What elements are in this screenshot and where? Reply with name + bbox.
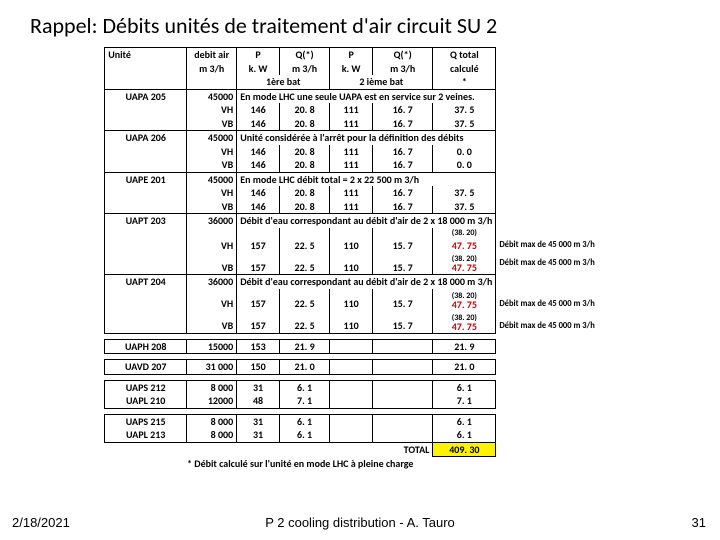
col-p1: P xyxy=(237,48,280,62)
table-row: VB 146 20. 8 111 16. 7 37. 5 xyxy=(105,117,616,131)
table-row: VH 146 20. 8 111 16. 7 37. 5 xyxy=(105,186,616,200)
table-row: UAPA 205 45000 En mode LHC une seule UAP… xyxy=(105,89,616,103)
slide-number: 31 xyxy=(692,515,706,530)
col-debit: debit air xyxy=(187,48,237,62)
col-p2: P xyxy=(330,48,373,62)
table-row: VH 157 22. 5 110 15. 7 (38. 20) 47. 75 D… xyxy=(105,289,616,311)
table-row: UAPS 212 8 000 31 6. 1 6. 1 xyxy=(105,380,616,394)
table-row: UAVD 207 31 000 150 21. 0 21. 0 xyxy=(105,360,616,375)
table-row: UAPL 213 8 000 31 6. 1 6. 1 xyxy=(105,428,616,442)
table-row: VH 157 22. 5 110 15. 7 (38. 20) Débit ma… xyxy=(105,228,616,239)
table-row: UAPT 203 36000 Débit d'eau correspondant… xyxy=(105,214,616,228)
table-row: UAPS 215 8 000 31 6. 1 6. 1 xyxy=(105,414,616,428)
table-row: VH 146 20. 8 111 16. 7 37. 5 xyxy=(105,103,616,117)
table-header-row: 1ère bat 2 ième bat * xyxy=(105,75,616,89)
table-row: UAPE 201 45000 En mode LHC débit total =… xyxy=(105,172,616,186)
table-row: UAPT 204 36000 Débit d'eau correspondant… xyxy=(105,275,616,289)
table-row: UAPL 210 12000 48 7. 1 7. 1 xyxy=(105,394,616,408)
table-row: VH 146 20. 8 111 16. 7 0. 0 xyxy=(105,145,616,159)
col-q1: Q(*) xyxy=(279,48,329,62)
table-header-row: m 3/h k. W m 3/h k. W m 3/h calculé xyxy=(105,62,616,76)
col-q2: Q(*) xyxy=(372,48,432,62)
slide-footer: P 2 cooling distribution - A. Tauro xyxy=(0,515,720,530)
table-header-row: Unité debit air P Q(*) P Q(*) Q total xyxy=(105,48,616,62)
col-unit: Unité xyxy=(105,48,187,62)
table-row: VB 146 20. 8 111 16. 7 37. 5 xyxy=(105,200,616,214)
debit-table: Unité debit air P Q(*) P Q(*) Q total m … xyxy=(104,47,616,471)
total-row: TOTAL 409. 30 xyxy=(105,442,616,457)
slide: Rappel: Débits unités de traitement d'ai… xyxy=(0,0,720,540)
col-qt: Q total xyxy=(433,48,496,62)
total-value: 409. 30 xyxy=(433,442,496,457)
table-row: UAPA 206 45000 Unité considérée à l'arrê… xyxy=(105,131,616,145)
page-title: Rappel: Débits unités de traitement d'ai… xyxy=(30,12,690,39)
table-row: UAPH 208 15000 153 21. 9 21. 9 xyxy=(105,339,616,354)
table-row: VB 146 20. 8 111 16. 7 0. 0 xyxy=(105,158,616,172)
footnote-row: * Débit calculé sur l'unité en mode LHC … xyxy=(105,457,616,471)
